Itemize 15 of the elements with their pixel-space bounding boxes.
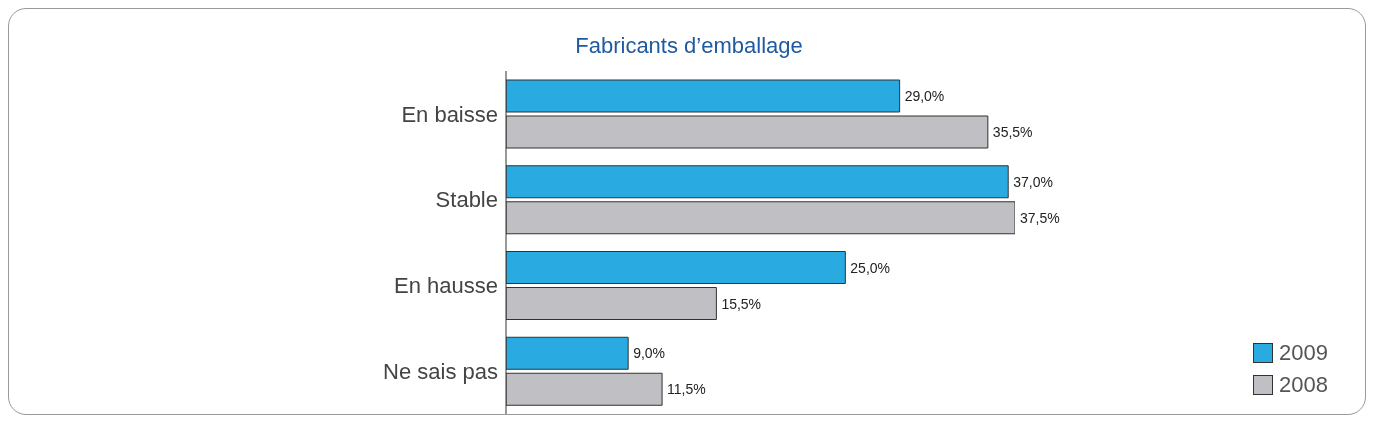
legend-label: 2008: [1279, 372, 1328, 398]
data-label: 37,5%: [1020, 209, 1060, 226]
data-label: 29,0%: [904, 88, 945, 104]
data-label: 15,5%: [721, 295, 762, 312]
data-label: 25,0%: [850, 259, 891, 276]
y-tick-label: Ne sais pas: [383, 358, 498, 384]
y-tick-label: En baisse: [401, 101, 498, 127]
y-tick-label: En hausse: [394, 273, 498, 299]
data-label: 9,0%: [633, 345, 666, 362]
legend-label: 2009: [1279, 340, 1328, 366]
data-label: 37,0%: [1013, 173, 1053, 190]
data-label: 11,5%: [667, 381, 706, 398]
chart-title: Fabricants d’emballage: [574, 33, 804, 59]
data-label: 35,5%: [992, 124, 1033, 140]
y-tick-label: Stable: [435, 187, 498, 213]
